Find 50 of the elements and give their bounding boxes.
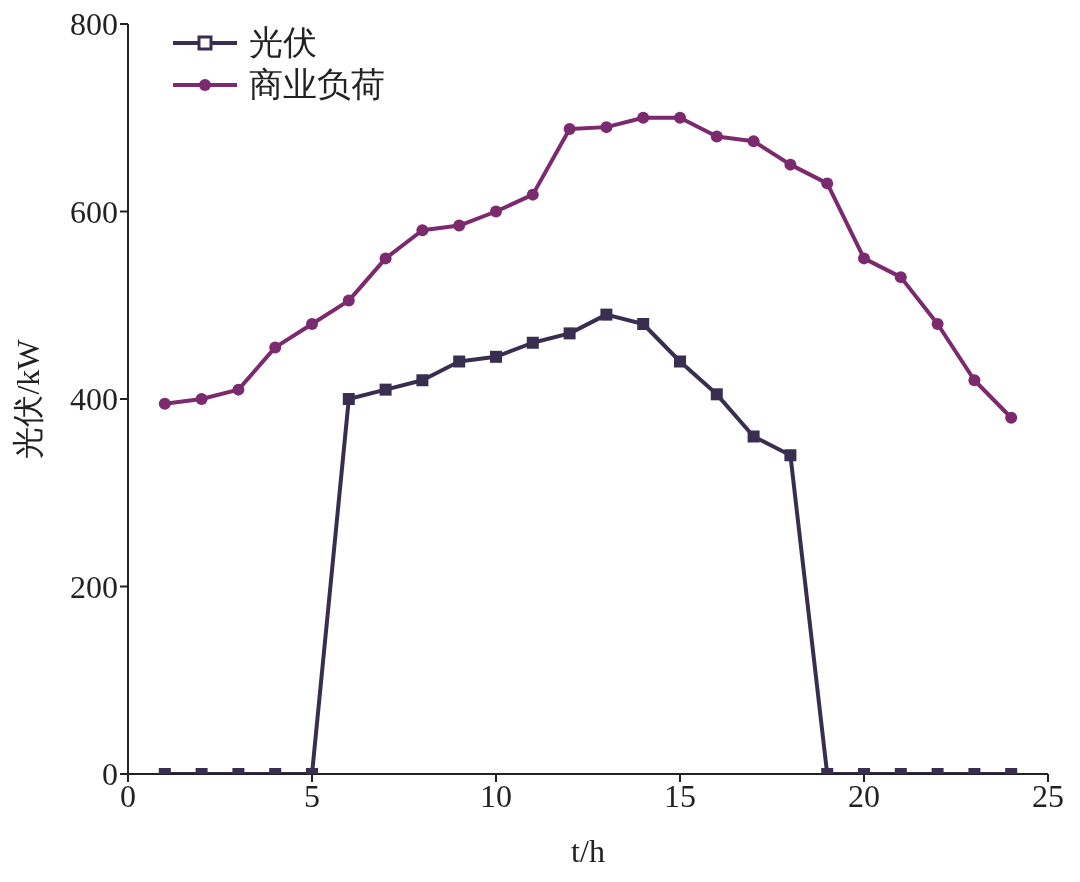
x-tick-label: 5 bbox=[304, 777, 320, 814]
point bbox=[195, 393, 208, 405]
point bbox=[490, 205, 502, 218]
y-axis-title: 光伏/kW bbox=[10, 338, 47, 459]
x-tick-label: 25 bbox=[1032, 777, 1064, 814]
point bbox=[674, 355, 686, 368]
point bbox=[269, 341, 282, 354]
point bbox=[747, 430, 760, 443]
point bbox=[710, 130, 723, 143]
point bbox=[710, 388, 723, 401]
point bbox=[858, 252, 870, 265]
point bbox=[453, 355, 466, 368]
y-tick-label: 800 bbox=[70, 6, 118, 43]
point bbox=[453, 219, 466, 232]
point bbox=[784, 158, 797, 171]
point bbox=[600, 121, 613, 134]
point bbox=[342, 393, 355, 405]
x-tick-label: 20 bbox=[848, 777, 880, 814]
point bbox=[306, 318, 318, 330]
point bbox=[600, 308, 613, 321]
point bbox=[747, 135, 760, 148]
point bbox=[821, 177, 834, 190]
point bbox=[637, 318, 650, 330]
point bbox=[1005, 411, 1018, 424]
point bbox=[931, 318, 944, 330]
x-tick-label: 15 bbox=[664, 777, 696, 814]
legend-label: 商业负荷 bbox=[249, 65, 385, 105]
point bbox=[232, 383, 245, 396]
point bbox=[416, 224, 429, 237]
point bbox=[526, 188, 539, 201]
point bbox=[674, 111, 686, 124]
point bbox=[563, 123, 576, 135]
point bbox=[490, 350, 502, 363]
point bbox=[379, 252, 392, 265]
point bbox=[342, 294, 355, 307]
point bbox=[379, 383, 392, 396]
point bbox=[894, 271, 907, 284]
point bbox=[526, 336, 539, 349]
x-tick-label: 10 bbox=[480, 777, 512, 814]
point bbox=[563, 327, 576, 340]
legend-label: 光伏 bbox=[249, 23, 317, 63]
y-tick-label: 400 bbox=[70, 381, 118, 418]
point bbox=[968, 374, 981, 387]
x-axis-title: t/h bbox=[571, 833, 605, 869]
point bbox=[158, 397, 171, 410]
point bbox=[784, 449, 797, 462]
point bbox=[416, 374, 429, 387]
point bbox=[637, 111, 650, 124]
y-tick-label: 200 bbox=[70, 568, 118, 605]
y-tick-label: 600 bbox=[70, 193, 118, 230]
